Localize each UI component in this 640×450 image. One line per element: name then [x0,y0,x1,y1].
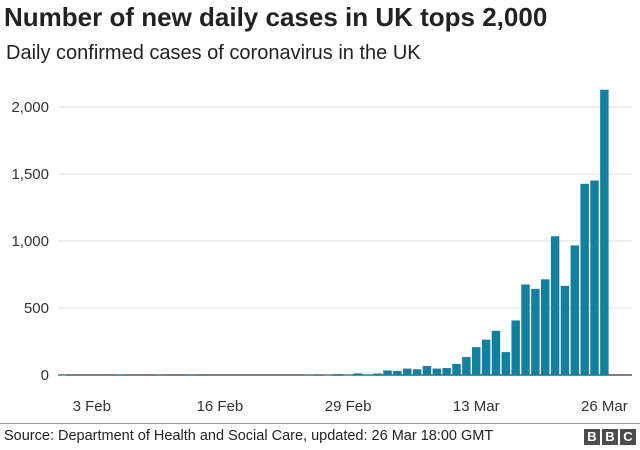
bbc-logo-letter: C [620,429,636,445]
bar-2020-03-04 [383,370,392,375]
bar-2020-03-19 [531,288,540,375]
bar-2020-03-22 [560,285,570,375]
bbc-logo-letter: B [584,429,600,445]
bar-2020-03-14 [481,339,491,375]
bar-2020-03-05 [393,370,402,375]
x-tick-label: 16 Feb [197,398,244,415]
y-tick-label: 1,000 [11,233,49,250]
bar-2020-03-24 [580,183,589,375]
bars [58,89,609,376]
bar-2020-02-29 [343,374,353,376]
bar-2020-02-27 [324,374,333,376]
x-tick-label: 3 Feb [73,398,111,415]
bar-2020-03-01 [353,373,363,375]
bbc-logo-letter: B [602,429,618,445]
bar-2020-03-15 [491,330,501,375]
y-tick-label: 500 [24,300,49,317]
bar-2020-03-17 [511,320,520,375]
source-note: Source: Department of Health and Social … [4,428,494,444]
y-axis-ticks: 0 500 1,000 1,500 2,000 [11,99,49,384]
bar-2020-03-18 [521,284,530,375]
bar-2020-03-16 [501,352,511,375]
bar-2020-02-25 [304,374,313,376]
bar-2020-03-23 [570,245,580,375]
footer: Source: Department of Health and Social … [0,423,640,450]
bar-2020-03-06 [403,368,412,375]
bbc-logo: B B C [584,429,636,445]
bar-2020-03-07 [412,369,422,375]
bar-2020-02-10 [156,374,166,376]
x-axis-ticks: 3 Feb 16 Feb 29 Feb 13 Mar 26 Mar [73,398,628,415]
bar-2020-03-12 [462,357,471,375]
chart-subtitle: Daily confirmed cases of coronavirus in … [6,42,421,64]
bar-2020-01-31 [58,374,67,376]
x-tick-label: 26 Mar [581,398,628,415]
bar-2020-02-13 [186,374,195,376]
bar-2020-02-06 [117,374,126,376]
bar-2020-03-25 [590,180,599,375]
bar-2020-03-13 [472,347,481,375]
bar-2020-03-09 [432,368,442,375]
chart-title: Number of new daily cases in UK tops 2,0… [4,2,548,32]
y-tick-label: 1,500 [11,166,49,183]
bar-chart: 0 500 1,000 1,500 2,000 3 Feb 16 Feb 29 Feb 13 … [11,89,632,415]
bar-2020-02-28 [334,374,343,375]
x-tick-label: 13 Mar [453,398,500,415]
bar-2020-03-21 [550,236,560,375]
bar-2020-03-11 [452,363,461,375]
y-tick-label: 2,000 [11,99,49,116]
bar-2020-03-20 [541,279,550,375]
x-tick-label: 29 Feb [325,398,372,415]
y-tick-label: 0 [41,367,49,384]
bar-2020-03-08 [422,366,432,375]
bar-2020-03-03 [373,373,382,375]
bar-2020-03-26 [600,89,609,376]
bar-2020-03-02 [363,374,373,376]
bar-2020-03-10 [442,368,451,375]
